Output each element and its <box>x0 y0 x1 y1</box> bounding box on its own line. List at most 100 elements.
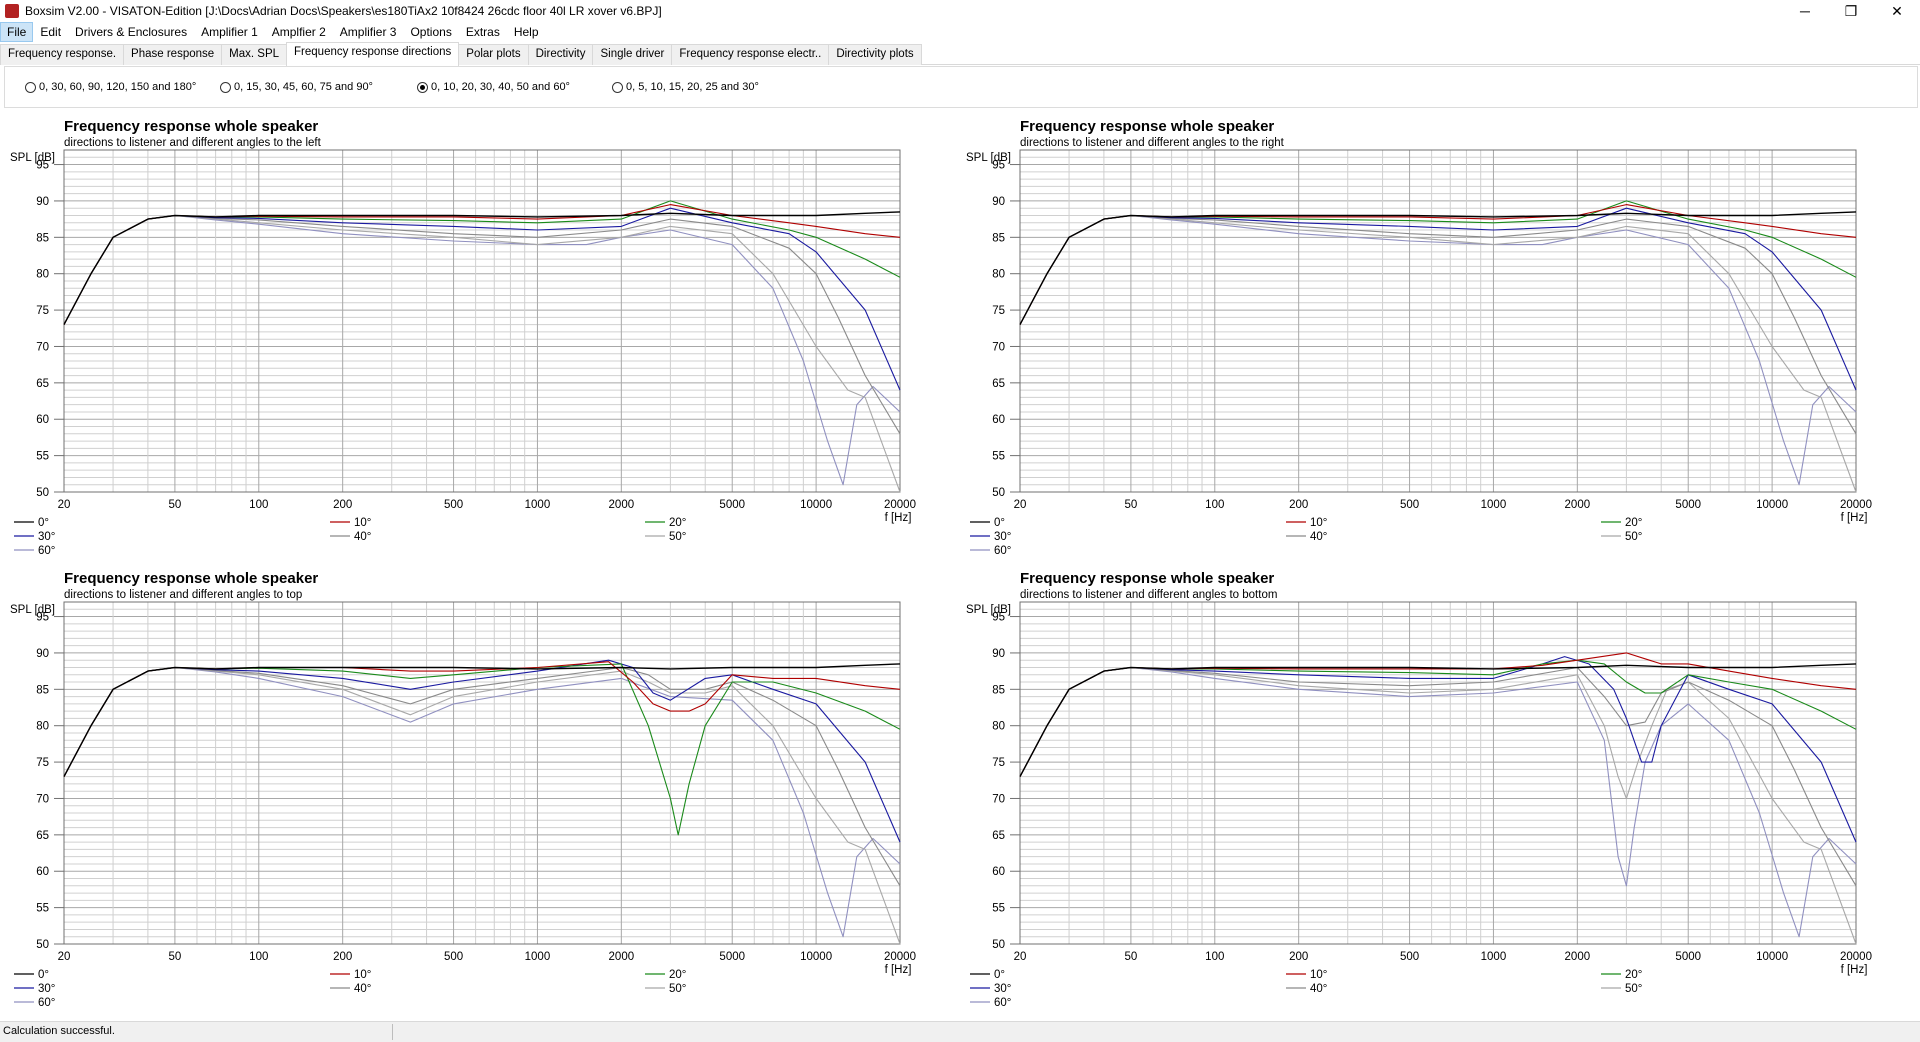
x-tick-label: 2000 <box>609 499 635 511</box>
chart-title: Frequency response whole speaker <box>64 118 318 135</box>
series-line-20deg <box>1019 200 1857 325</box>
y-tick-label: 80 <box>36 721 49 733</box>
x-tick-label: 2000 <box>609 951 635 963</box>
x-tick-label: 1000 <box>525 499 551 511</box>
menu-drivers-enclosures[interactable]: Drivers & Enclosures <box>75 25 188 39</box>
tab-frequency-response-directions[interactable]: Frequency response directions <box>286 42 460 67</box>
legend-label: 10° <box>354 969 371 981</box>
radio-button[interactable] <box>220 81 231 93</box>
y-tick-label: 50 <box>992 487 1005 499</box>
tab-polar-plots[interactable]: Polar plots <box>458 44 529 65</box>
angle-option-label: 0, 5, 10, 15, 20, 25 and 30° <box>626 81 759 93</box>
minimize-button[interactable]: ─ <box>1800 3 1810 19</box>
title-bar: Boxsim V2.00 - VISATON-Edition [J:\Docs\… <box>0 0 1920 22</box>
restore-button[interactable]: ❐ <box>1844 2 1858 19</box>
legend-label: 20° <box>669 969 686 981</box>
menu-amplifier-2[interactable]: Amplfier 2 <box>271 25 326 39</box>
x-tick-label: 10000 <box>1756 951 1788 963</box>
tab-single-driver[interactable]: Single driver <box>592 44 673 65</box>
x-tick-label: 200 <box>333 499 352 511</box>
series-line-30deg <box>63 207 901 391</box>
tab-frequency-response[interactable]: Frequency response. <box>0 44 125 65</box>
x-tick-label: 100 <box>249 499 268 511</box>
tab-frequency-response-electrical[interactable]: Frequency response electr.. <box>671 44 830 65</box>
chart-subtitle: directions to listener and different ang… <box>1020 137 1285 149</box>
legend-label: 40° <box>1310 983 1327 995</box>
chart-legend: 0° 10° 20° 30° 40° 50° 60° <box>970 517 1642 557</box>
chart-legend: 0° 10° 20° 30° 40° 50° 60° <box>14 969 686 1009</box>
y-tick-label: 85 <box>992 684 1005 696</box>
menu-amplifier-1[interactable]: Amplifier 1 <box>201 25 258 39</box>
x-tick-label: 200 <box>1289 951 1308 963</box>
series-line-60deg <box>1019 214 1857 486</box>
x-tick-label: 5000 <box>1675 951 1701 963</box>
charts-canvas: Frequency response whole speaker directio… <box>10 118 1872 1009</box>
x-tick-label: 2000 <box>1565 499 1591 511</box>
chart-panel-4: Frequency response whole speaker directio… <box>966 570 1872 1009</box>
menu-amplifier-3[interactable]: Amplifier 3 <box>339 25 397 39</box>
chart-area: Frequency response whole speaker directio… <box>0 108 1920 1020</box>
x-tick-label: 500 <box>444 951 463 963</box>
close-button[interactable]: ✕ <box>1891 2 1903 19</box>
tab-phase-response[interactable]: Phase response <box>123 44 223 65</box>
x-tick-label: 1000 <box>525 951 551 963</box>
y-tick-label: 75 <box>36 757 49 769</box>
x-tick-label: 100 <box>249 951 268 963</box>
series-line-60deg <box>63 214 901 486</box>
y-tick-label: 95 <box>36 612 49 624</box>
menu-help[interactable]: Help <box>513 25 539 39</box>
tab-directivity-plots[interactable]: Directivity plots <box>828 44 922 65</box>
angle-option-0-180[interactable]: 0, 30, 60, 90, 120, 150 and 180° <box>25 81 196 93</box>
y-tick-label: 95 <box>992 612 1005 624</box>
series-line-60deg <box>63 666 901 938</box>
window-title: Boxsim V2.00 - VISATON-Edition [J:\Docs\… <box>25 4 662 18</box>
x-tick-label: 100 <box>1205 499 1224 511</box>
menu-file[interactable]: File <box>0 22 34 42</box>
radio-button[interactable] <box>612 81 623 93</box>
plot-frame <box>1019 601 1857 945</box>
menu-edit[interactable]: Edit <box>40 25 62 39</box>
y-tick-label: 55 <box>36 451 49 463</box>
angle-option-0-60[interactable]: 0, 10, 20, 30, 40, 50 and 60° <box>417 81 570 93</box>
x-axis-label: f [Hz] <box>885 512 912 524</box>
chart-grid <box>1019 149 1857 493</box>
chart-panel-3: Frequency response whole speaker directio… <box>10 570 916 1009</box>
series-line-0deg <box>1019 211 1857 325</box>
x-tick-label: 100 <box>1205 951 1224 963</box>
y-tick-label: 55 <box>992 903 1005 915</box>
x-tick-label: 20000 <box>884 499 916 511</box>
y-tick-label: 90 <box>992 648 1005 660</box>
radio-button-selected[interactable] <box>417 81 428 93</box>
menu-extras[interactable]: Extras <box>465 25 500 39</box>
tab-max-spl[interactable]: Max. SPL <box>221 44 288 65</box>
series-line-10deg <box>1019 652 1857 777</box>
angle-option-label: 0, 10, 20, 30, 40, 50 and 60° <box>431 81 570 93</box>
angle-option-0-90[interactable]: 0, 15, 30, 45, 60, 75 and 90° <box>220 81 373 93</box>
x-tick-label: 200 <box>333 951 352 963</box>
x-tick-label: 1000 <box>1481 951 1507 963</box>
x-tick-label: 50 <box>1124 499 1137 511</box>
legend-label: 10° <box>354 517 371 529</box>
chart-grid <box>1019 601 1857 945</box>
legend-label: 40° <box>354 531 371 543</box>
x-axis-label: f [Hz] <box>1841 964 1868 976</box>
x-tick-label: 20 <box>1014 499 1027 511</box>
legend-label: 60° <box>994 997 1011 1009</box>
y-tick-label: 50 <box>36 939 49 951</box>
chart-subtitle: directions to listener and different ang… <box>64 589 302 601</box>
legend-label: 30° <box>994 983 1011 995</box>
legend-label: 10° <box>1310 517 1327 529</box>
y-tick-label: 80 <box>36 269 49 281</box>
x-tick-label: 500 <box>1400 499 1419 511</box>
tab-directivity[interactable]: Directivity <box>527 44 594 65</box>
y-tick-label: 75 <box>36 305 49 317</box>
series-line-10deg <box>63 661 901 777</box>
menu-options[interactable]: Options <box>410 25 452 39</box>
x-tick-label: 10000 <box>1756 499 1788 511</box>
radio-button[interactable] <box>25 81 36 93</box>
angle-option-0-30[interactable]: 0, 5, 10, 15, 20, 25 and 30° <box>612 81 759 93</box>
y-tick-label: 65 <box>992 830 1005 842</box>
tab-bar: Frequency response. Phase response Max. … <box>0 42 1920 67</box>
plot-frame <box>63 601 901 945</box>
series-line-0deg <box>1019 663 1857 777</box>
